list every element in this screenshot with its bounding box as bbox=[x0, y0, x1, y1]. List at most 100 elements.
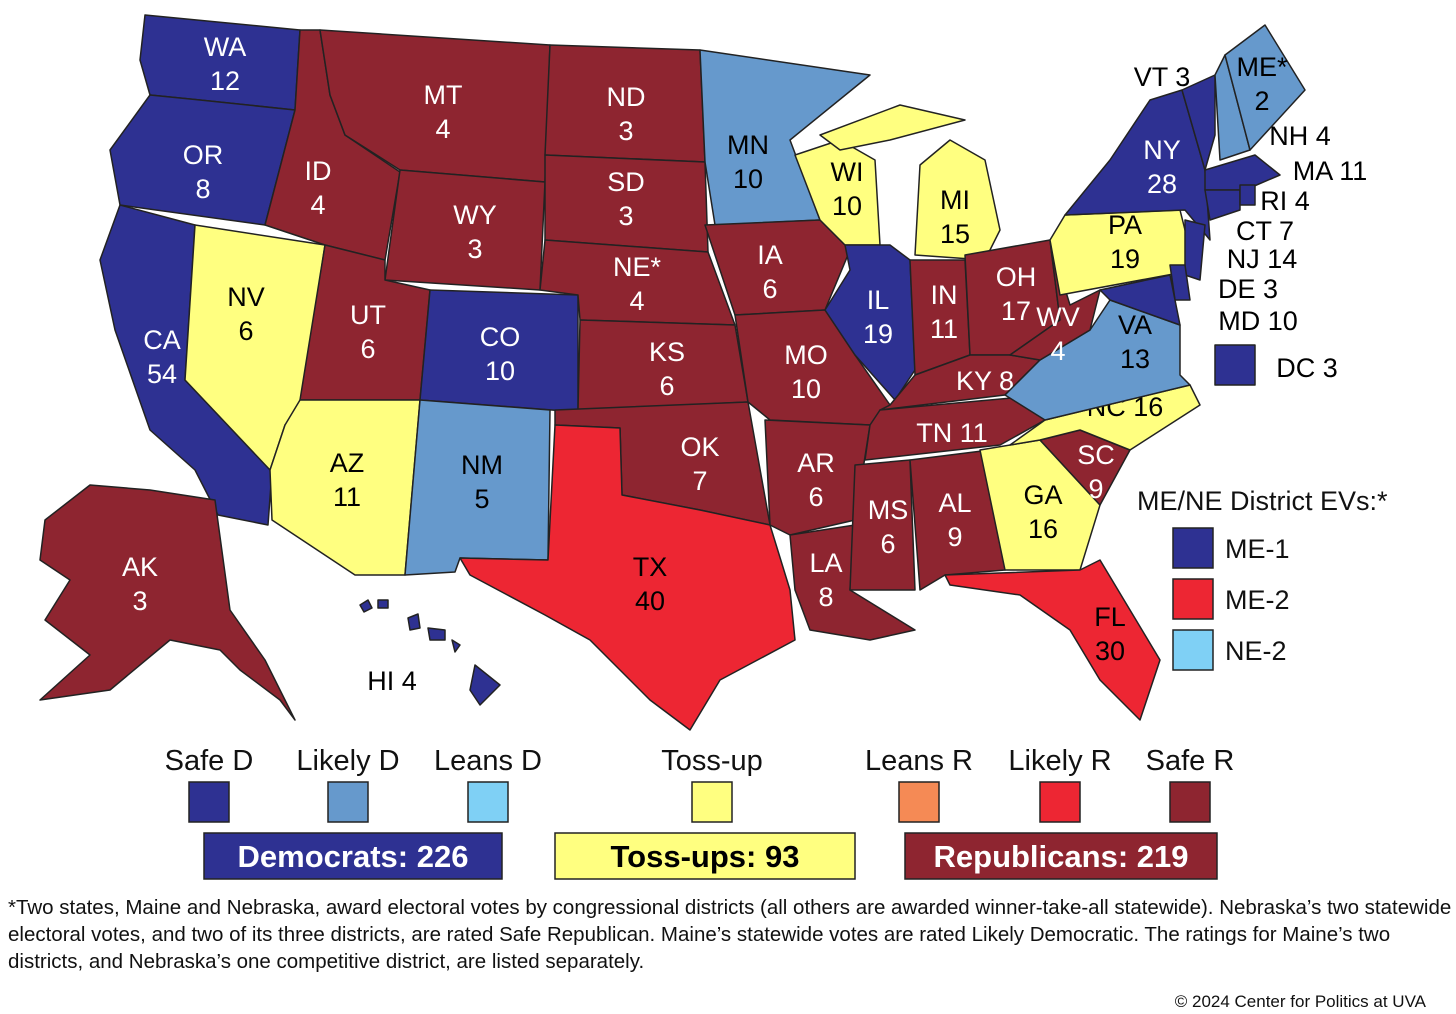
state-abbr: VT bbox=[1134, 62, 1168, 92]
state-ev: 11 bbox=[1339, 156, 1367, 186]
state-abbr: MD bbox=[1218, 306, 1260, 336]
state-ev: 13 bbox=[1120, 344, 1150, 374]
state-ev: 3 bbox=[467, 234, 482, 264]
state-abbr: OH bbox=[996, 262, 1037, 292]
legend-swatch bbox=[1169, 781, 1211, 823]
state-shape bbox=[359, 599, 373, 613]
state-ev: 10 bbox=[1268, 306, 1298, 336]
state-ev: 7 bbox=[1279, 216, 1294, 246]
state-abbr: NE* bbox=[613, 252, 662, 282]
state-abbr: IA bbox=[757, 240, 783, 270]
state-abbr: MT bbox=[424, 80, 463, 110]
state: TX 40 bbox=[459, 424, 796, 731]
state: KS 6 bbox=[577, 319, 749, 411]
state-ev: 7 bbox=[692, 466, 707, 496]
state-abbr: IL bbox=[867, 285, 890, 315]
state-abbr: PA bbox=[1108, 210, 1142, 240]
state: MA 11 bbox=[1204, 154, 1367, 191]
state-abbr: NY bbox=[1143, 135, 1181, 165]
state-ev: 3 bbox=[618, 201, 633, 231]
state-shape bbox=[764, 419, 871, 536]
state-label: DE 3 bbox=[1218, 274, 1278, 304]
district-swatch bbox=[1172, 578, 1214, 620]
state-abbr: NH bbox=[1269, 121, 1308, 151]
state-abbr: WI bbox=[831, 157, 864, 187]
state: TN 11 bbox=[864, 394, 1046, 461]
state-abbr: ID bbox=[305, 156, 332, 186]
state-shape bbox=[1239, 184, 1256, 206]
state-ev: 6 bbox=[360, 334, 375, 364]
legend-label: Leans R bbox=[865, 745, 973, 777]
state-abbr: NJ bbox=[1227, 244, 1260, 274]
state: IL 19 bbox=[824, 244, 916, 401]
state-ev: 6 bbox=[808, 482, 823, 512]
state-shape bbox=[1214, 344, 1256, 386]
legend-label: Safe R bbox=[1146, 745, 1235, 777]
state-ev: 12 bbox=[210, 66, 240, 96]
state: NM 5 bbox=[404, 399, 551, 576]
state-ev: 4 bbox=[310, 190, 325, 220]
state-ev: 16 bbox=[1028, 514, 1058, 544]
state: IA 6 bbox=[704, 219, 851, 316]
state-ev: 4 bbox=[1295, 186, 1310, 216]
state: AR 6 bbox=[764, 419, 871, 536]
state-abbr: KY bbox=[956, 366, 992, 396]
state-ev: 8 bbox=[818, 582, 833, 612]
state-ev: 6 bbox=[762, 274, 777, 304]
state-abbr: ME* bbox=[1236, 52, 1288, 82]
total-box bbox=[203, 832, 503, 880]
state-ev: 4 bbox=[629, 286, 644, 316]
state-abbr: GA bbox=[1023, 480, 1062, 510]
state-ev: 9 bbox=[947, 522, 962, 552]
state-abbr: TN bbox=[916, 418, 952, 448]
state: NV 6 bbox=[184, 224, 326, 471]
state: SD 3 bbox=[544, 154, 709, 253]
state: MT 4 bbox=[319, 29, 551, 183]
state-label: CT 7 bbox=[1236, 216, 1294, 246]
state: NJ 14 bbox=[1184, 219, 1298, 281]
state-ev: 6 bbox=[880, 529, 895, 559]
state-abbr: CO bbox=[480, 322, 521, 352]
state-ev: 10 bbox=[791, 374, 821, 404]
state-ev: 4 bbox=[402, 666, 417, 696]
state-ev: 11 bbox=[930, 314, 958, 344]
state: ME* 2 bbox=[1224, 24, 1306, 151]
state-ev: 9 bbox=[1088, 474, 1103, 504]
state: PA 19 bbox=[1049, 209, 1196, 296]
state-abbr: VA bbox=[1118, 310, 1152, 340]
state-abbr: AL bbox=[938, 488, 971, 518]
state-ev: 3 bbox=[132, 586, 147, 616]
state-shape bbox=[1224, 24, 1306, 151]
state-label: RI 4 bbox=[1260, 186, 1310, 216]
state: OH 17 bbox=[964, 239, 1061, 356]
state: SC 9 bbox=[1039, 429, 1131, 506]
state-abbr: KS bbox=[649, 337, 685, 367]
state: MI 15 bbox=[819, 104, 1001, 261]
state-ev: 19 bbox=[1110, 244, 1140, 274]
state-ev: 10 bbox=[733, 164, 763, 194]
state-shape bbox=[459, 424, 796, 731]
state-ev: 3 bbox=[618, 116, 633, 146]
legend-label: Likely R bbox=[1008, 745, 1111, 777]
state: RI 4 bbox=[1239, 184, 1310, 216]
state-ev: 3 bbox=[1263, 274, 1278, 304]
legend-swatch bbox=[467, 781, 509, 823]
state-label: NJ 14 bbox=[1227, 244, 1298, 274]
state-label: NH 4 bbox=[1269, 121, 1331, 151]
state: HI 4 bbox=[359, 599, 501, 706]
state-abbr: ND bbox=[607, 82, 646, 112]
total-label: Democrats: 226 bbox=[238, 839, 469, 874]
state: UT 6 bbox=[299, 244, 431, 401]
state: AZ 11 bbox=[269, 399, 421, 576]
state-shape bbox=[909, 449, 1006, 591]
state-ev: 10 bbox=[485, 356, 515, 386]
state-shape bbox=[819, 104, 966, 151]
state-shape bbox=[451, 639, 461, 653]
state-abbr: DE bbox=[1218, 274, 1256, 304]
state-ev: 14 bbox=[1267, 244, 1297, 274]
state: IN 11 bbox=[909, 259, 971, 376]
state: CO 10 bbox=[419, 289, 579, 413]
state-ev: 8 bbox=[195, 174, 210, 204]
state-label: KY 8 bbox=[956, 366, 1014, 396]
